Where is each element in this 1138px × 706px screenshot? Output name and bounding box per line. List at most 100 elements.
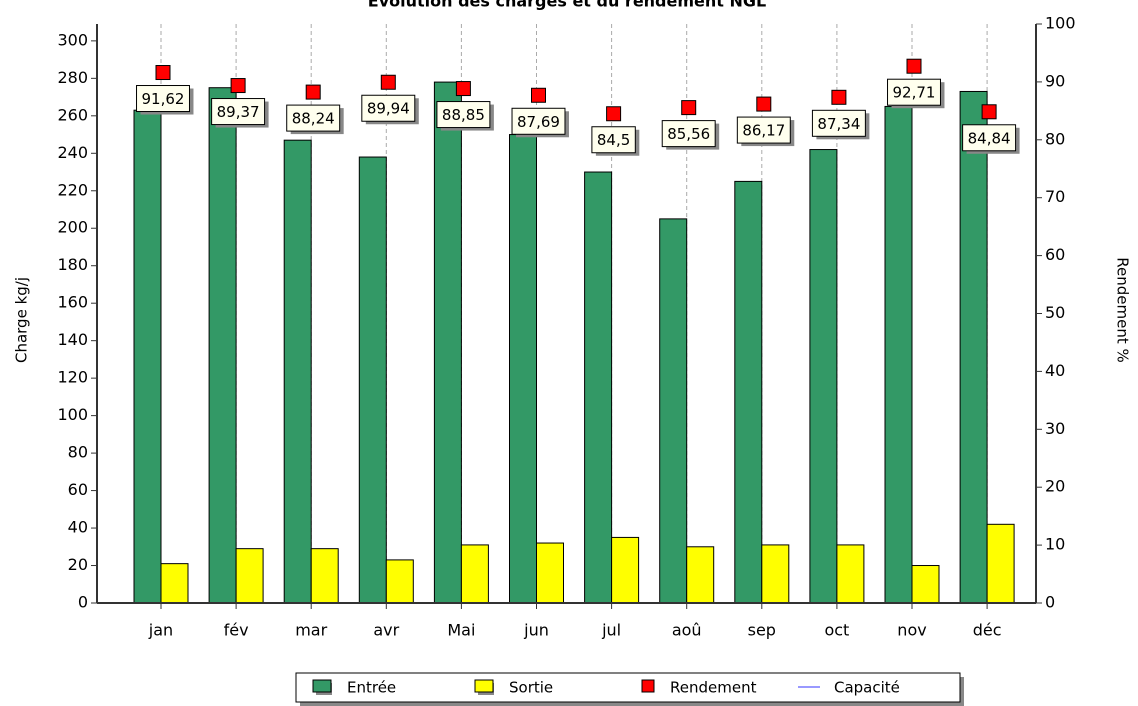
bar	[358, 156, 387, 604]
y2-tick-label: 50	[1045, 303, 1065, 322]
bar	[433, 81, 462, 604]
y2-tick-label: 0	[1045, 593, 1055, 612]
data-label: 89,37	[217, 103, 260, 121]
marker	[981, 104, 997, 120]
x-tick-label: aoû	[672, 621, 702, 640]
data-label: 87,69	[517, 113, 560, 131]
label-box	[511, 107, 566, 135]
y-tick-label: 220	[57, 180, 88, 199]
y-tick-label: 260	[57, 105, 88, 124]
bar	[283, 139, 312, 604]
bar	[836, 544, 865, 604]
bar	[761, 544, 790, 604]
y2-tick-label: 80	[1045, 129, 1065, 148]
data-label: 92,71	[893, 84, 936, 102]
y2-tick-label: 60	[1045, 245, 1065, 264]
data-label: 87,34	[817, 115, 860, 133]
label-box	[887, 78, 941, 106]
label-box	[591, 126, 636, 154]
y-tick-label: 20	[68, 555, 88, 574]
bar	[884, 105, 913, 604]
x-tick-label: jul	[601, 621, 621, 640]
y-axis-label: Charge kg/j	[13, 277, 31, 363]
data-label: 85,56	[667, 125, 710, 143]
y2-tick-label: 70	[1045, 187, 1065, 206]
data-label: 84,5	[597, 131, 630, 149]
y-tick-label: 180	[57, 255, 88, 274]
y2-tick-label: 100	[1045, 14, 1076, 33]
y2-tick-label: 10	[1045, 535, 1065, 554]
y2-tick-label: 30	[1045, 419, 1065, 438]
marker	[831, 89, 847, 105]
label-box	[661, 120, 716, 148]
marker	[230, 78, 246, 94]
marker	[155, 65, 171, 81]
data-label: 91,62	[142, 90, 185, 108]
bar	[734, 180, 763, 604]
data-label: 86,17	[742, 122, 785, 140]
bar	[536, 542, 564, 604]
y2-axis-label: Rendement %	[1114, 257, 1132, 362]
x-tick-label: Mai	[447, 621, 475, 640]
x-tick-label: fév	[224, 621, 249, 640]
y-tick-label: 120	[57, 368, 88, 387]
y-tick-label: 40	[68, 518, 88, 537]
legend-label: Capacité	[834, 679, 900, 697]
marker	[531, 87, 546, 103]
label-box	[286, 104, 341, 132]
legend-swatch	[474, 679, 494, 693]
bar	[809, 149, 838, 604]
y-tick-label: 200	[57, 218, 88, 237]
label-box	[211, 98, 266, 126]
bar	[160, 563, 189, 604]
bar	[986, 523, 1015, 604]
bar	[509, 134, 537, 604]
label-box	[811, 109, 866, 137]
marker	[906, 58, 922, 74]
bar	[133, 109, 162, 604]
label-box	[136, 85, 190, 113]
x-tick-label: déc	[973, 621, 1002, 640]
legend	[295, 672, 961, 703]
x-tick-label: avr	[373, 621, 399, 640]
marker	[606, 106, 622, 122]
y-tick-label: 240	[57, 143, 88, 162]
y-tick-label: 160	[57, 293, 88, 312]
bar	[208, 87, 237, 604]
y2-tick-label: 20	[1045, 477, 1065, 496]
label-box	[436, 101, 491, 129]
x-tick-label: nov	[897, 621, 926, 640]
x-tick-label: sep	[748, 621, 776, 640]
marker	[756, 96, 772, 112]
x-tick-label: mar	[295, 621, 327, 640]
bar	[659, 218, 688, 604]
legend-swatch	[641, 679, 655, 693]
chart-title: Evolution des charges et du rendement NG…	[368, 0, 766, 11]
data-label: 88,85	[442, 106, 485, 124]
bar	[310, 548, 339, 604]
data-label: 89,94	[367, 100, 410, 118]
x-tick-label: jun	[523, 621, 549, 640]
y2-tick-label: 90	[1045, 71, 1065, 90]
y-tick-label: 60	[68, 480, 88, 499]
y-tick-label: 0	[78, 593, 88, 612]
marker	[681, 100, 697, 116]
bar	[686, 546, 715, 604]
legend-label: Sortie	[509, 679, 553, 697]
legend-label: Entrée	[347, 679, 396, 697]
y-tick-label: 140	[57, 330, 88, 349]
bar	[911, 565, 940, 604]
data-label: 84,84	[968, 129, 1011, 147]
bar	[611, 536, 640, 604]
legend-label: Rendement	[670, 679, 757, 697]
label-box	[736, 116, 791, 144]
x-tick-label: jan	[148, 621, 173, 640]
y2-tick-label: 40	[1045, 361, 1065, 380]
bar	[385, 559, 414, 604]
marker	[380, 74, 396, 90]
label-box	[962, 124, 1017, 152]
bar	[959, 90, 988, 604]
y-tick-label: 100	[57, 405, 88, 424]
label-box	[361, 94, 416, 122]
